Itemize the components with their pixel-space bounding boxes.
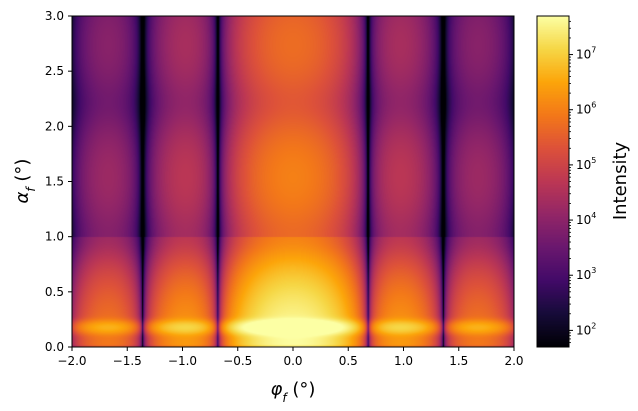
colorbar-tick-label: 103: [576, 266, 596, 282]
y-axis-ticks: 0.0 0.5 1.0 1.5 2.0 2.5 3.0: [45, 9, 72, 354]
x-tick-label: 0.5: [339, 354, 358, 368]
x-tick-label: −0.5: [223, 354, 252, 368]
x-tick-label: 0.0: [283, 354, 302, 368]
y-tick-label: 0.0: [45, 340, 64, 354]
y-tick-label: 0.5: [45, 285, 64, 299]
colorbar-label: Intensity: [610, 141, 631, 220]
y-axis-label: αf (°): [12, 159, 38, 204]
colorbar-gradient: [537, 16, 569, 347]
colorbar-image-wrap: [537, 16, 569, 347]
y-tick-label: 2.0: [45, 119, 64, 133]
colorbar-tick-label: 105: [576, 156, 596, 172]
x-tick-label: 1.0: [394, 354, 413, 368]
colorbar-tick-label: 102: [576, 321, 596, 337]
x-axis-label: φf (°): [271, 379, 316, 405]
heatmap-image: [72, 16, 514, 347]
colorbar-tick-label: 107: [576, 46, 596, 62]
heatmap-plot: [71, 15, 515, 348]
x-tick-label: 1.5: [449, 354, 468, 368]
y-tick-label: 1.5: [45, 175, 64, 189]
x-tick-label: −1.0: [168, 354, 197, 368]
y-tick-label: 1.0: [45, 230, 64, 244]
colorbar: 102 103 104 105 106 107 Intensity: [536, 15, 631, 348]
x-tick-label: 2.0: [504, 354, 523, 368]
heatmap-image-wrap: [72, 16, 514, 347]
colorbar-ticks: 102 103 104 105 106 107: [569, 20, 596, 344]
y-tick-label: 3.0: [45, 9, 64, 23]
x-tick-label: −2.0: [57, 354, 86, 368]
colorbar-tick-label: 104: [576, 211, 596, 227]
x-axis-ticks: −2.0 −1.5 −1.0 −0.5 0.0 0.5 1.0 1.5 2.0: [57, 347, 524, 368]
y-tick-label: 2.5: [45, 64, 64, 78]
colorbar-tick-label: 106: [576, 101, 596, 117]
x-tick-label: −1.5: [113, 354, 142, 368]
